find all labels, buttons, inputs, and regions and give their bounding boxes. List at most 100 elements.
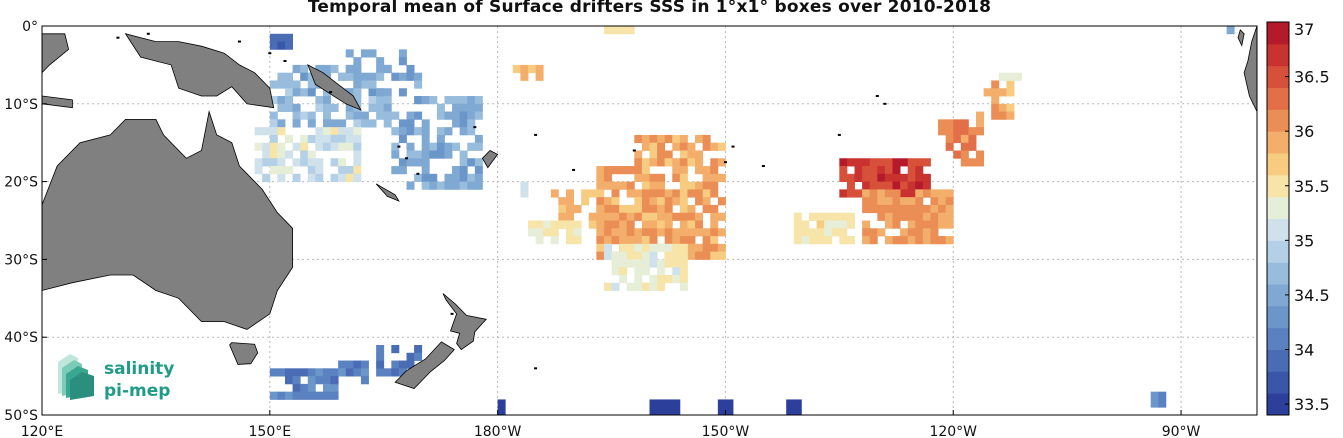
sss-cell	[285, 80, 293, 89]
sss-cell	[285, 166, 293, 175]
sss-cell	[884, 212, 893, 221]
sss-cell	[353, 127, 362, 136]
sss-cell	[277, 150, 286, 159]
sss-cell	[687, 243, 696, 253]
sss-cell	[467, 142, 476, 151]
sss-cell	[619, 166, 628, 175]
sss-cell	[398, 88, 407, 97]
sss-cell	[315, 64, 324, 74]
sss-cell	[277, 103, 286, 112]
sss-cell	[596, 166, 605, 175]
sss-cell	[657, 197, 666, 206]
sss-cell	[277, 368, 286, 377]
sss-cell	[398, 57, 407, 66]
sss-cell	[938, 119, 947, 128]
sss-cell	[808, 228, 817, 237]
sss-cell	[262, 158, 271, 167]
sss-cell	[277, 173, 286, 182]
sss-cell	[679, 181, 688, 190]
sss-cell	[467, 96, 476, 105]
sss-cell	[717, 251, 726, 260]
lon-tick-label: 90°W	[1162, 424, 1201, 438]
sss-cell	[915, 228, 924, 237]
sss-cell	[596, 204, 605, 214]
sss-cell	[406, 181, 415, 190]
timor-land	[42, 95, 73, 109]
sss-cell	[436, 111, 445, 120]
sss-cell	[322, 119, 331, 128]
lat-tick-label: 50°S	[4, 408, 38, 424]
sss-cell	[285, 33, 293, 42]
sss-cell	[710, 204, 719, 214]
sss-cell	[307, 119, 316, 128]
sss-cell	[611, 166, 620, 175]
sss-cell	[922, 212, 931, 221]
sss-cell	[641, 173, 650, 182]
sss-cell	[603, 197, 612, 206]
sss-cell	[376, 103, 385, 112]
sss-cell	[960, 134, 969, 144]
logo-line1: salinity	[104, 359, 174, 379]
sss-cell	[619, 228, 628, 237]
sss-cell	[269, 119, 278, 128]
sss-cell	[687, 220, 696, 229]
sss-cell	[368, 72, 377, 81]
sss-cell	[998, 111, 1007, 120]
sss-cell	[1158, 399, 1167, 408]
sss-cell	[603, 282, 612, 291]
sss-cell	[649, 259, 658, 268]
sss-cell	[406, 360, 415, 369]
sss-cell	[421, 134, 430, 144]
ecuador-coast-land	[1237, 29, 1245, 47]
sss-cell	[641, 251, 650, 260]
sss-cell	[672, 407, 681, 415]
island-dot	[883, 102, 887, 105]
sss-cell	[649, 197, 658, 206]
sss-cell	[429, 181, 438, 190]
sss-cell	[657, 189, 666, 198]
sss-cell	[406, 352, 415, 361]
sss-cell	[330, 173, 339, 182]
sss-cell	[368, 88, 377, 97]
sss-cell	[436, 181, 445, 190]
sss-cell	[930, 236, 939, 245]
sss-cell	[801, 236, 810, 245]
sss-cell	[368, 96, 377, 105]
sss-cell	[345, 49, 354, 58]
island-dot	[731, 145, 735, 148]
sss-cell	[345, 72, 354, 81]
sss-cell	[345, 173, 354, 182]
sss-cell	[862, 220, 871, 229]
sss-cell	[269, 158, 278, 167]
sss-cell	[429, 150, 438, 159]
colorbar-swatch	[1267, 371, 1289, 394]
sss-cell	[376, 360, 385, 369]
sss-cell	[565, 228, 574, 237]
sss-cell	[353, 150, 362, 159]
colorbar-swatch	[1267, 218, 1289, 241]
sss-cell	[657, 267, 666, 276]
sss-cell	[892, 212, 901, 221]
sss-cell	[277, 80, 286, 89]
sss-cell	[854, 189, 863, 198]
sss-cell	[383, 88, 392, 97]
sss-cell	[862, 158, 871, 167]
sss-cell	[322, 103, 331, 112]
sss-cell	[398, 127, 407, 136]
sss-cell	[459, 119, 468, 128]
sss-cell	[687, 204, 696, 214]
colorbar-swatch	[1267, 305, 1289, 329]
sss-cell	[292, 158, 301, 167]
sss-cell	[945, 127, 954, 136]
salinity-pi-mep-logo: salinity pi-mep	[58, 354, 174, 401]
sss-cell	[930, 189, 939, 198]
sss-cell	[1150, 391, 1159, 400]
sss-cell	[383, 111, 392, 120]
sss-cell	[945, 189, 954, 198]
colorbar-tick-label: 37	[1294, 20, 1314, 39]
sss-cell	[808, 212, 817, 221]
sss-cell	[277, 96, 286, 105]
sss-cell	[945, 204, 954, 214]
sss-cell	[672, 197, 681, 206]
sss-cell	[406, 72, 415, 81]
